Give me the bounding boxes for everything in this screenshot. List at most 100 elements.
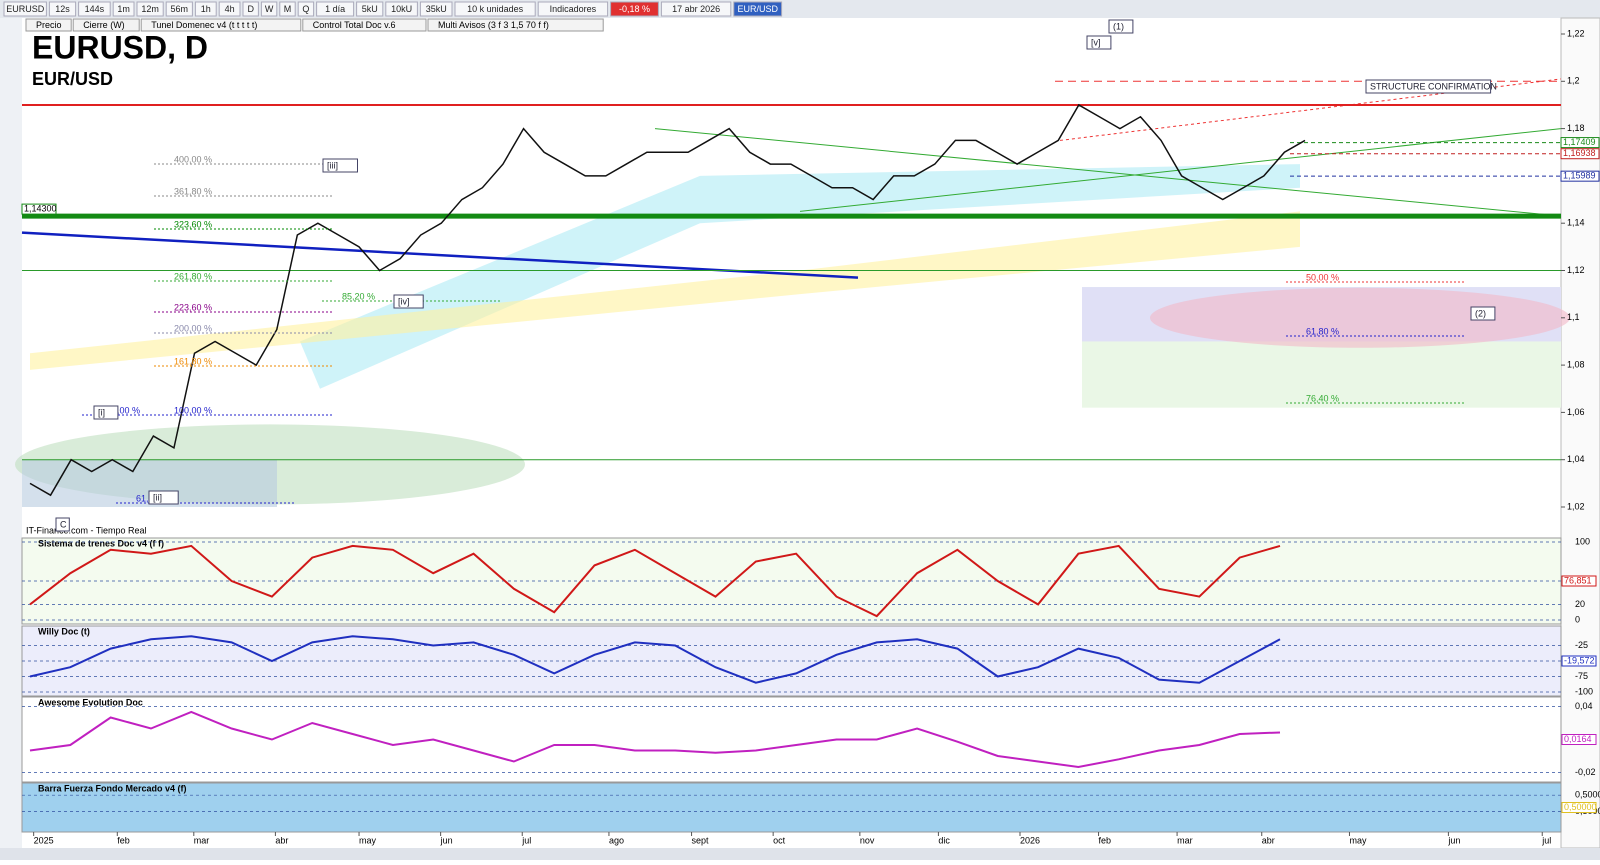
study-label[interactable]: Precio [36, 20, 62, 30]
annotation-box [93, 405, 119, 420]
annotation: C [60, 519, 67, 529]
toolbar-button[interactable] [660, 1, 732, 17]
toolbar-button[interactable] [260, 1, 278, 17]
toolbar-button[interactable] [733, 1, 783, 17]
x-tick-label: ago [609, 835, 624, 845]
panel-tick-label: 0,50004 [1575, 790, 1600, 800]
toolbar-label[interactable]: 10kU [391, 4, 412, 14]
toolbar-label[interactable]: Q [302, 4, 309, 14]
toolbar-label[interactable]: 10 k unidades [467, 4, 524, 14]
toolbar-label[interactable]: M [284, 4, 292, 14]
toolbar-button[interactable] [454, 1, 536, 17]
fib-label: 100,00 % [102, 405, 140, 415]
toolbar-label[interactable]: D [247, 4, 254, 14]
annotation: (2) [1475, 308, 1486, 318]
study-label[interactable]: Multi Avisos (3 f 3 1,5 70 f f) [438, 20, 549, 30]
toolbar-label[interactable]: 1 día [325, 4, 345, 14]
toolbar-button[interactable] [356, 1, 384, 17]
toolbar-label[interactable]: EUR/USD [737, 4, 778, 14]
toolbar-button[interactable] [112, 1, 135, 17]
panel-tick-label: 20 [1575, 599, 1585, 609]
toolbar-button[interactable] [3, 1, 47, 17]
panel-tick-label: 0 [1575, 614, 1580, 624]
study-chip[interactable] [140, 18, 302, 32]
toolbar-label[interactable]: W [265, 4, 274, 14]
x-tick-label: abr [1262, 835, 1275, 845]
x-tick-label: 2026 [1020, 835, 1040, 845]
study-chip[interactable] [25, 18, 72, 32]
panel-tick-label: -0,02 [1575, 767, 1596, 777]
study-chip[interactable] [427, 18, 604, 32]
toolbar-label[interactable]: 17 abr 2026 [672, 4, 720, 14]
indicator-panel [21, 696, 1562, 783]
level-label: 1,14300 [24, 203, 57, 213]
x-tick-label: may [359, 835, 377, 845]
study-chip[interactable] [302, 18, 427, 32]
y-tick-label: 1,18 [1567, 123, 1585, 133]
y-tick-label: 1,06 [1567, 407, 1585, 417]
annotation: [iii] [327, 160, 338, 170]
toolbar-label[interactable]: 144s [85, 4, 105, 14]
toolbar-button[interactable] [218, 1, 241, 17]
y-tick-label: 1,14 [1567, 218, 1585, 228]
fib-label: 161,80 % [174, 356, 212, 366]
x-tick-label: jun [1447, 835, 1460, 845]
x-tick-label: 2025 [34, 835, 54, 845]
trend-line [654, 128, 1562, 217]
fib-label: 323,60 % [174, 219, 212, 229]
toolbar-label[interactable]: 1m [117, 4, 130, 14]
price-tag [1560, 137, 1600, 149]
fib-label: 223,60 % [174, 302, 212, 312]
x-tick-label: mar [1177, 835, 1193, 845]
toolbar-button[interactable] [537, 1, 609, 17]
toolbar-button[interactable] [419, 1, 453, 17]
toolbar-label[interactable]: 4h [225, 4, 235, 14]
toolbar-button[interactable] [316, 1, 355, 17]
toolbar-button[interactable] [610, 1, 659, 17]
toolbar-button[interactable] [136, 1, 164, 17]
toolbar-label[interactable]: 12s [55, 4, 70, 14]
toolbar-label[interactable]: Indicadores [550, 4, 597, 14]
toolbar-label[interactable]: 1h [201, 4, 211, 14]
panel-title: Awesome Evolution Doc [38, 697, 143, 707]
toolbar-button[interactable] [279, 1, 296, 17]
value-tag [1561, 802, 1597, 813]
toolbar-button[interactable] [385, 1, 418, 17]
y-tick-label: 1,08 [1567, 359, 1585, 369]
panel-tick-label: -100 [1575, 686, 1593, 696]
x-tick-label: oct [773, 835, 786, 845]
toolbar-label[interactable]: 35kU [426, 4, 447, 14]
toolbar-button[interactable] [165, 1, 193, 17]
fib-label: 100,00 % [174, 405, 212, 415]
study-label[interactable]: Control Total Doc v.6 [313, 20, 396, 30]
fib-label: 61,80 % [1306, 326, 1339, 336]
price-line [29, 103, 1306, 497]
study-chip[interactable] [72, 18, 140, 32]
toolbar-button[interactable] [242, 1, 259, 17]
study-label[interactable]: Cierre (W) [83, 20, 125, 30]
toolbar-button[interactable] [48, 1, 77, 17]
toolbar-button[interactable] [297, 1, 315, 17]
toolbar-label[interactable]: 5kU [362, 4, 378, 14]
price-tag-label: 1,16938 [1563, 148, 1596, 158]
toolbar-label[interactable]: 56m [171, 4, 189, 14]
toolbar-button[interactable] [78, 1, 111, 17]
toolbar-label[interactable]: 12m [141, 4, 159, 14]
study-label[interactable]: Tunel Domenec v4 (t t t t t) [151, 20, 257, 30]
trend-line [799, 128, 1562, 212]
x-tick-label: nov [860, 835, 875, 845]
toolbar-label[interactable]: EURUSD [6, 4, 45, 14]
annotation: STRUCTURE CONFIRMATION [1370, 81, 1497, 91]
cloud [30, 211, 1300, 370]
toolbar-label[interactable]: -0,18 % [619, 4, 650, 14]
source: IT-Finance.com - Tiempo Real [26, 525, 147, 535]
fib-label: 400,00 % [174, 154, 212, 164]
value-tag-label: 0,50000 [1564, 802, 1597, 812]
fib-label: 261,80 % [174, 271, 212, 281]
annotation-box [1470, 306, 1496, 321]
x-tick-label: dic [938, 835, 950, 845]
toolbar-button[interactable] [194, 1, 217, 17]
panel-tick-label: -25 [1575, 640, 1588, 650]
annotation-box [55, 517, 70, 532]
